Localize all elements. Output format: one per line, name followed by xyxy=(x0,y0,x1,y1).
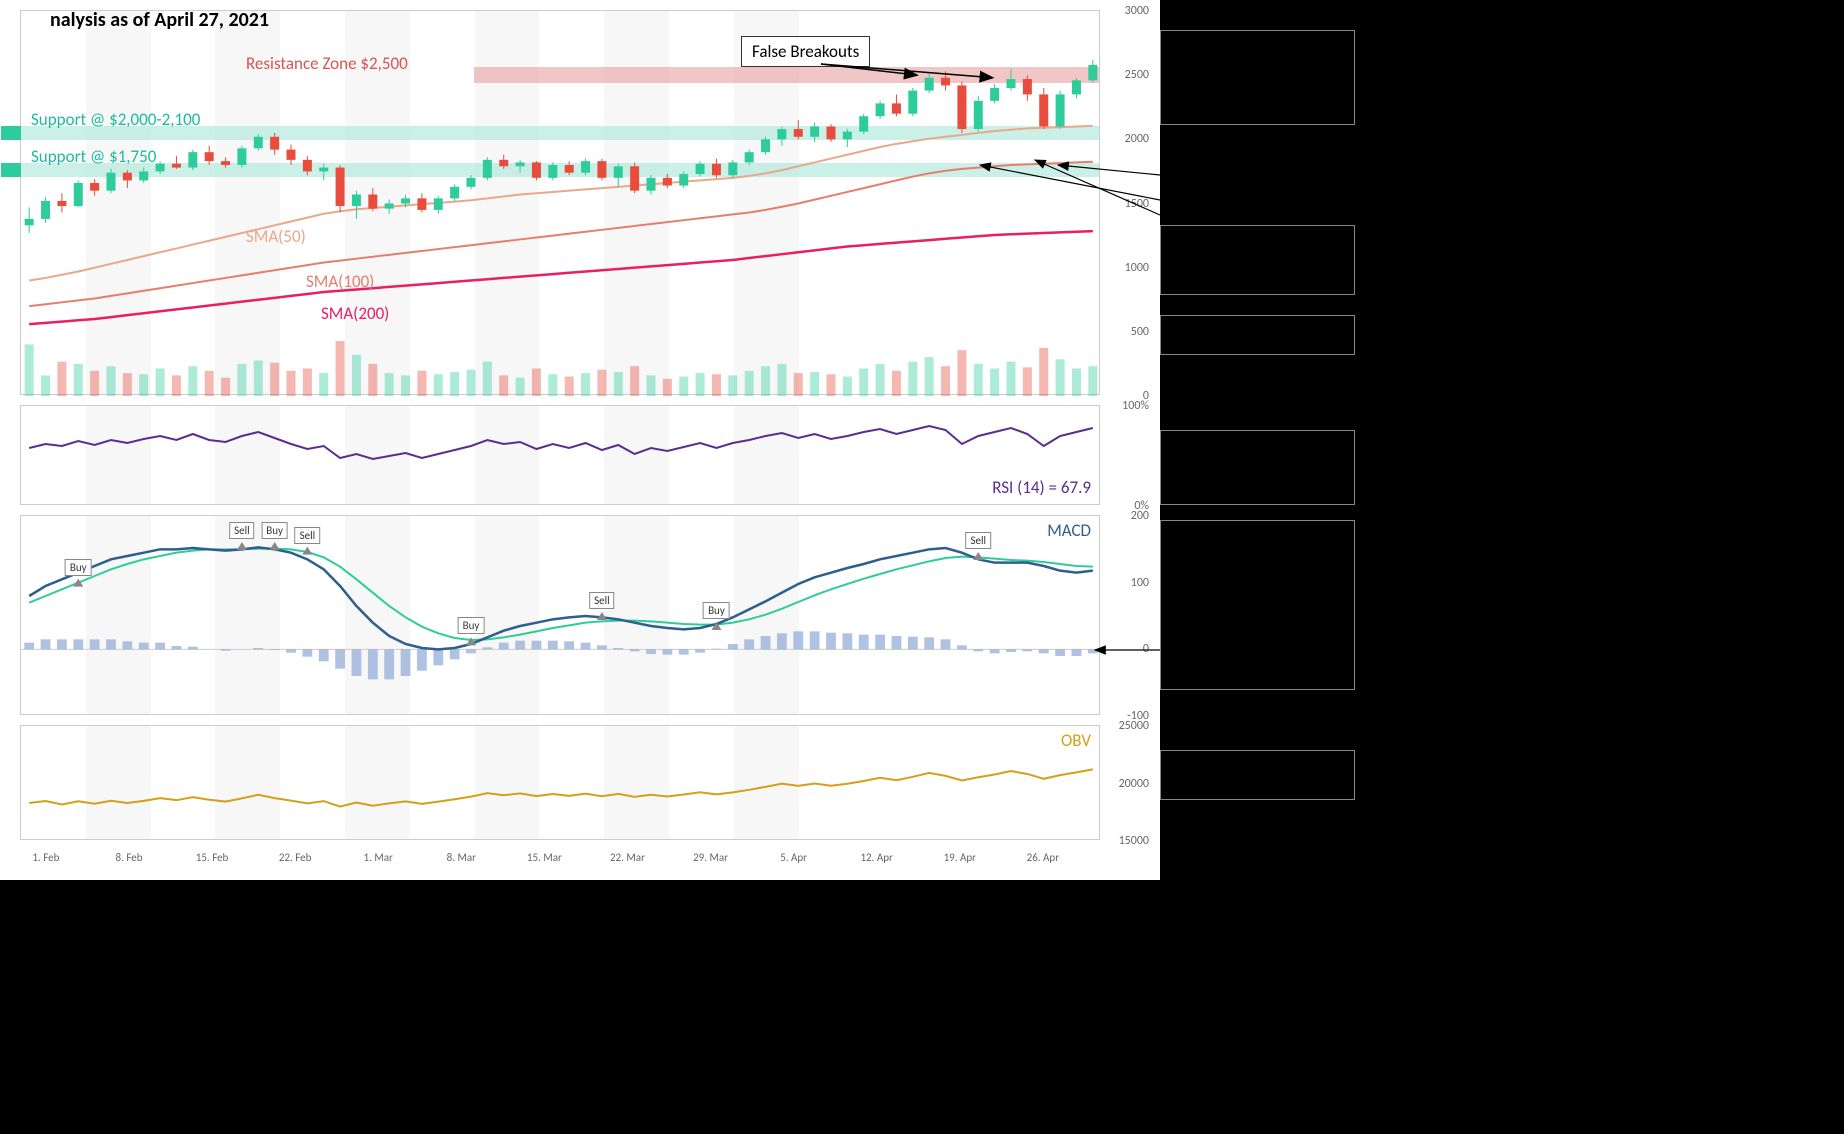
obv-ytick: 20000 xyxy=(1119,777,1149,791)
x-tick: 29. Mar xyxy=(693,851,728,864)
macd-signal-buy: Buy xyxy=(458,617,485,634)
macd-signal-sell: Sell xyxy=(229,522,255,539)
price-ytick: 3000 xyxy=(1125,4,1149,18)
rsi-panel: 0%100%RSI (14) = 67.9 xyxy=(20,405,1100,505)
x-tick: 1. Mar xyxy=(364,851,393,864)
obv-panel: 150002000025000OBV1. Feb8. Feb15. Feb22.… xyxy=(20,725,1100,840)
x-tick: 5. Apr xyxy=(780,851,807,864)
price-ytick: 1000 xyxy=(1125,261,1149,275)
x-tick: 26. Apr xyxy=(1027,851,1059,864)
redacted-box-0 xyxy=(1160,30,1355,125)
macd-ytick: 200 xyxy=(1131,509,1149,523)
chart-container: 0 500 1000 1500 2000 2500 3000 Resistance Zone … xyxy=(0,0,1160,880)
obv-ytick: 15000 xyxy=(1119,834,1149,848)
x-tick: 15. Mar xyxy=(527,851,562,864)
redacted-box-1 xyxy=(1160,225,1355,295)
redacted-box-3 xyxy=(1160,430,1355,505)
x-tick: 22. Feb xyxy=(279,851,312,864)
macd-label: MACD xyxy=(1047,520,1091,541)
x-tick: 22. Mar xyxy=(610,851,645,864)
sma-label-1: SMA(100) xyxy=(306,271,374,292)
macd-ytick: 100 xyxy=(1131,576,1149,590)
x-tick: 8. Feb xyxy=(116,851,143,864)
macd-signal-sell: Sell xyxy=(965,532,991,549)
obv-ytick: 25000 xyxy=(1119,719,1149,733)
sma-label-0: SMA(50) xyxy=(246,226,306,247)
obv-label: OBV xyxy=(1061,730,1091,751)
macd-panel: -1000100200MACDBuySellBuySellBuySellBuyS… xyxy=(20,515,1100,715)
macd-signal-buy: Buy xyxy=(261,522,288,539)
resistance-label: Resistance Zone $2,500 xyxy=(246,53,408,74)
redacted-box-5 xyxy=(1160,750,1355,800)
macd-signal-buy: Buy xyxy=(65,559,92,576)
support-label-2: Support @ $1,750 xyxy=(31,146,156,167)
x-tick: 12. Apr xyxy=(860,851,892,864)
rsi-label: RSI (14) = 67.9 xyxy=(992,477,1091,498)
x-tick: 15. Feb xyxy=(196,851,229,864)
macd-signal-buy: Buy xyxy=(703,602,730,619)
chart-title: nalysis as of April 27, 2021 xyxy=(50,8,269,32)
support-label-1: Support @ $2,000-2,100 xyxy=(31,109,200,130)
redacted-box-4 xyxy=(1160,520,1355,690)
macd-signal-sell: Sell xyxy=(589,592,615,609)
sma-label-2: SMA(200) xyxy=(321,303,389,324)
macd-signal-sell: Sell xyxy=(295,527,321,544)
price-ytick: 500 xyxy=(1131,325,1149,339)
price-panel: 050010001500200025003000Resistance Zone … xyxy=(20,10,1100,395)
macd-ytick: 0 xyxy=(1143,642,1149,656)
false-breakouts-label: False Breakouts xyxy=(741,36,870,67)
x-tick: 1. Feb xyxy=(32,851,59,864)
rsi-ytick: 100% xyxy=(1122,399,1149,413)
price-ytick: 1500 xyxy=(1125,197,1149,211)
x-tick: 19. Apr xyxy=(944,851,976,864)
price-ytick: 2000 xyxy=(1125,132,1149,146)
price-ytick: 2500 xyxy=(1125,68,1149,82)
redacted-box-2 xyxy=(1160,315,1355,355)
x-tick: 8. Mar xyxy=(447,851,476,864)
